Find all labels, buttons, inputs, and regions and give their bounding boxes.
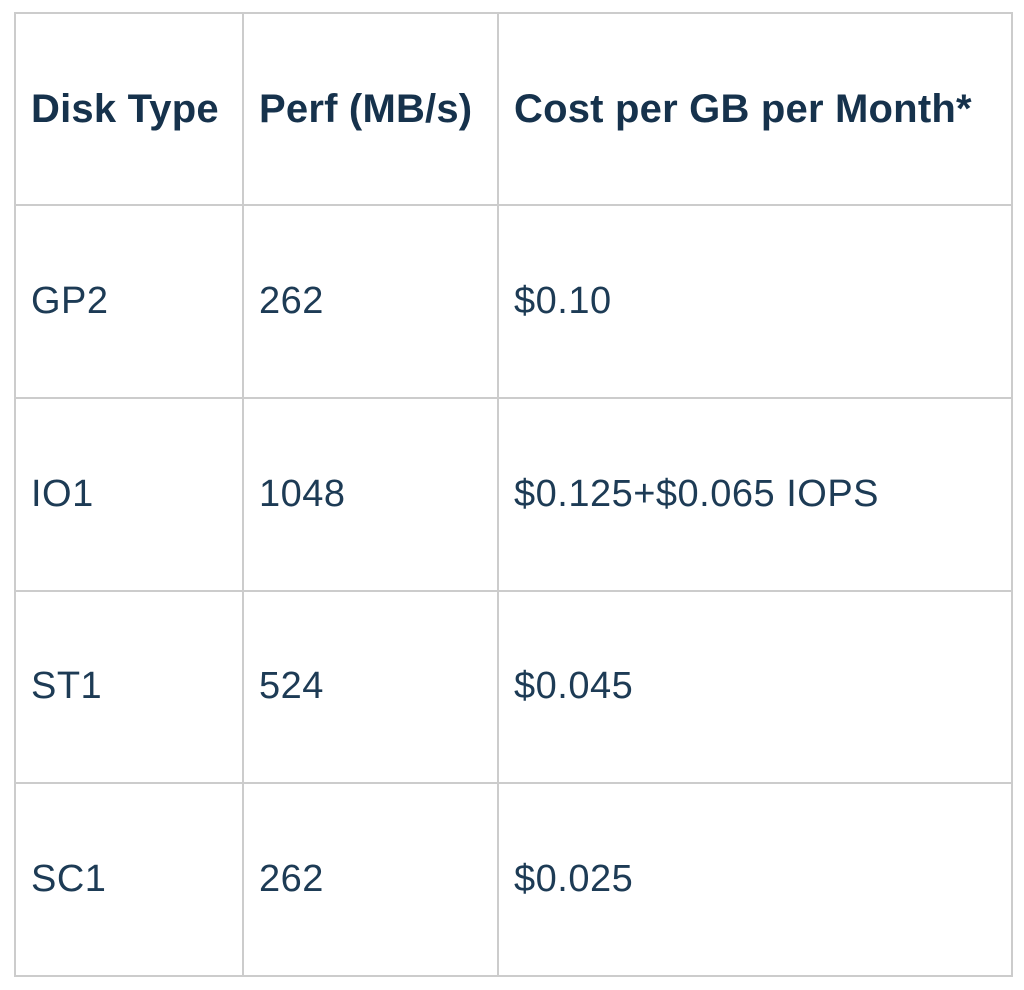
- cell-cost: $0.10: [497, 204, 1013, 399]
- table-row: GP2 262 $0.10: [14, 204, 1013, 399]
- table-row: SC1 262 $0.025: [14, 782, 1013, 977]
- header-row: Disk Type Perf (MB/s) Cost per GB per Mo…: [14, 12, 1013, 206]
- cell-cost: $0.045: [497, 589, 1013, 785]
- disk-comparison-table: Disk Type Perf (MB/s) Cost per GB per Mo…: [14, 12, 1013, 977]
- cell-perf: 1048: [242, 396, 499, 592]
- cell-perf: 524: [242, 589, 499, 785]
- cell-disk-type: GP2: [14, 204, 244, 399]
- cell-perf: 262: [242, 782, 499, 977]
- cell-cost: $0.025: [497, 782, 1013, 977]
- header-cell-cost: Cost per GB per Month*: [497, 12, 1013, 206]
- cell-disk-type: ST1: [14, 589, 244, 785]
- table-row: ST1 524 $0.045: [14, 589, 1013, 785]
- header-cell-disk-type: Disk Type: [14, 12, 244, 206]
- cell-cost: $0.125+$0.065 IOPS: [497, 396, 1013, 592]
- cell-perf: 262: [242, 204, 499, 399]
- table-row: IO1 1048 $0.125+$0.065 IOPS: [14, 396, 1013, 592]
- cell-disk-type: IO1: [14, 396, 244, 592]
- cell-disk-type: SC1: [14, 782, 244, 977]
- header-cell-perf: Perf (MB/s): [242, 12, 499, 206]
